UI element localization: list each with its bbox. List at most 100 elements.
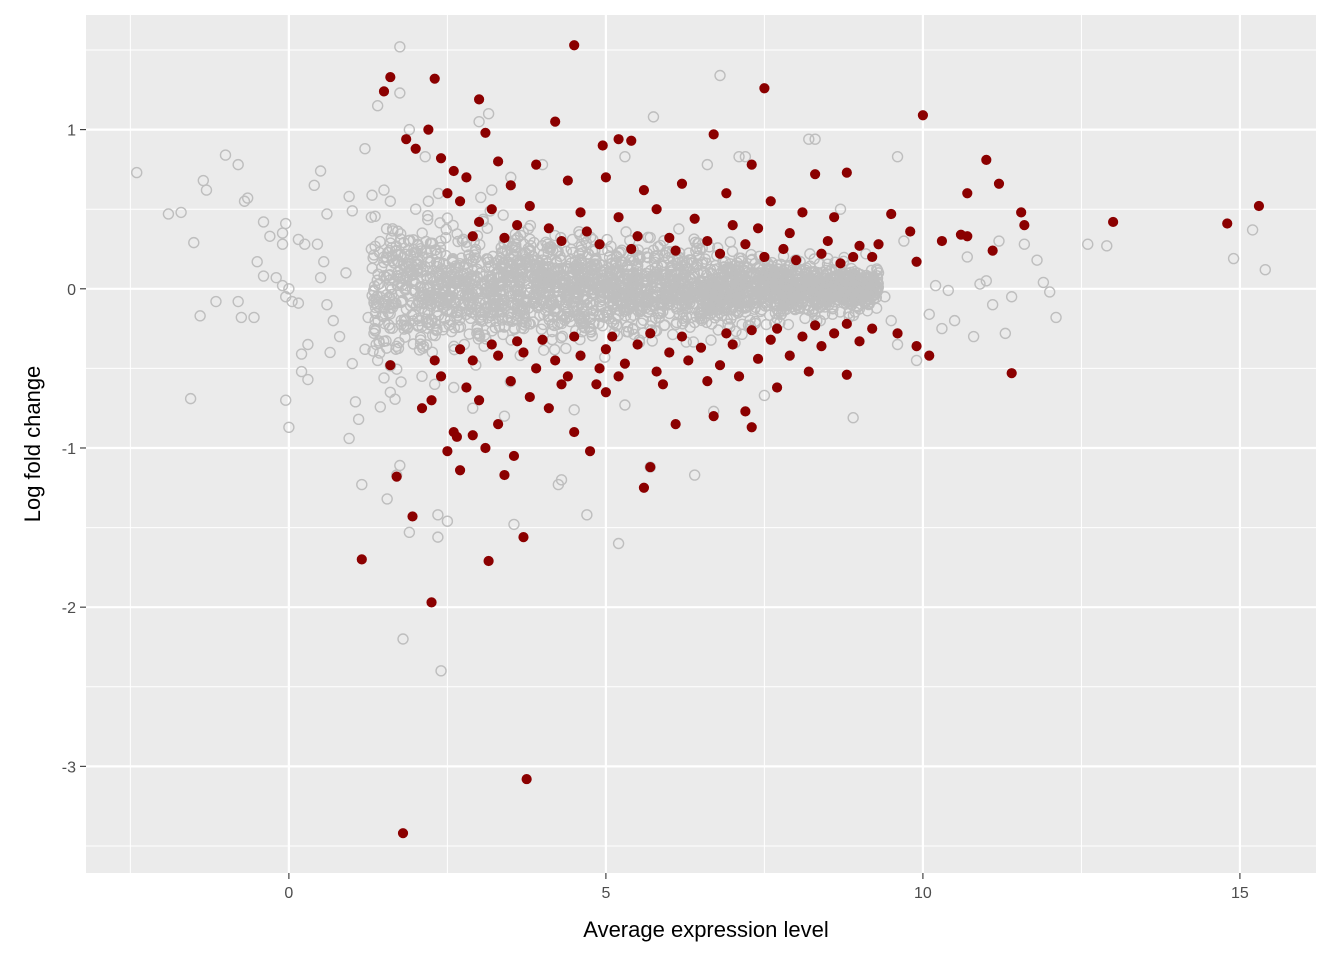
nonsignificant-point — [295, 365, 308, 378]
band-point — [820, 288, 833, 301]
band-point — [811, 299, 823, 311]
band-point — [676, 317, 689, 330]
significant-point — [886, 208, 897, 220]
x-tick-label: 15 — [1231, 885, 1249, 902]
significant-point — [461, 382, 472, 393]
band-point — [747, 293, 759, 305]
band-point — [384, 268, 396, 281]
band-point — [620, 226, 632, 238]
nonsignificant-point — [885, 314, 897, 327]
significant-point — [740, 406, 751, 417]
band-point — [463, 249, 475, 261]
nonsignificant-point — [847, 412, 859, 424]
band-point — [550, 302, 563, 314]
significant-point — [841, 369, 852, 380]
nonsignificant-point — [302, 373, 314, 386]
band-point — [488, 300, 501, 312]
nonsignificant-point — [739, 150, 752, 163]
band-point — [431, 266, 443, 279]
band-point — [771, 259, 783, 271]
nonsignificant-point — [356, 478, 368, 491]
band-point — [510, 242, 522, 254]
significant-point — [676, 331, 688, 342]
nonsignificant-point — [733, 150, 745, 163]
nonsignificant-point — [384, 386, 397, 398]
significant-point — [385, 360, 396, 371]
significant-point — [454, 465, 466, 476]
significant-point — [746, 422, 757, 433]
band-point — [401, 279, 413, 292]
y-tick-label: -1 — [62, 441, 76, 458]
significant-point — [892, 328, 903, 339]
nonsignificant-point — [441, 515, 454, 527]
band-point — [838, 297, 850, 309]
significant-point — [803, 366, 814, 377]
band-point — [789, 284, 801, 296]
significant-point — [1253, 200, 1265, 212]
band-point — [680, 311, 693, 323]
significant-point — [714, 360, 726, 371]
nonsignificant-point — [286, 295, 298, 308]
nonsignificant-point — [432, 531, 444, 543]
band-point — [615, 246, 627, 258]
significant-point — [613, 212, 624, 223]
band-point — [670, 318, 682, 331]
nonsignificant-point — [346, 205, 358, 217]
band-point — [464, 312, 477, 325]
band-point — [586, 277, 599, 289]
significant-point — [689, 213, 700, 224]
significant-point — [524, 200, 535, 212]
band-point — [564, 315, 577, 328]
significant-point — [702, 376, 713, 387]
band-point — [524, 219, 537, 232]
band-point — [543, 286, 555, 298]
band-point — [392, 248, 404, 261]
significant-point — [378, 86, 390, 97]
band-point — [463, 253, 475, 265]
significant-point — [854, 336, 865, 347]
band-point — [406, 309, 418, 321]
nonsignificant-point — [612, 537, 625, 550]
band-point — [487, 278, 499, 290]
significant-point — [473, 216, 485, 228]
significant-point — [1019, 220, 1030, 231]
nonsignificant-point — [394, 87, 406, 99]
band-point — [627, 322, 639, 335]
y-tick-label: 1 — [67, 123, 76, 140]
significant-point — [727, 339, 738, 350]
band-point — [667, 291, 679, 304]
band-point — [368, 297, 380, 309]
nonsignificant-point — [1101, 240, 1113, 252]
band-point — [471, 272, 484, 284]
band-point — [688, 267, 700, 279]
nonsignificant-point — [314, 165, 327, 177]
band-point — [560, 297, 573, 309]
significant-point — [645, 328, 656, 339]
significant-point — [657, 379, 669, 390]
band-point — [446, 256, 459, 269]
significant-point — [632, 231, 643, 242]
band-point — [444, 314, 457, 326]
nonsignificant-point — [581, 509, 593, 521]
band-point — [429, 244, 441, 256]
band-point — [621, 321, 634, 333]
significant-point — [480, 442, 491, 454]
significant-point — [505, 376, 516, 387]
band-point — [757, 271, 770, 283]
nonsignificant-point — [394, 459, 406, 472]
band-point — [465, 256, 478, 268]
significant-point — [454, 196, 466, 207]
band-point — [440, 232, 452, 244]
nonsignificant-point — [194, 310, 206, 322]
nonsignificant-point — [473, 115, 485, 128]
significant-point — [791, 255, 802, 266]
nonsignificant-point — [879, 291, 891, 303]
nonsignificant-point — [448, 381, 460, 394]
band-point — [498, 256, 510, 269]
significant-point — [473, 94, 485, 105]
nonsignificant-point — [321, 208, 333, 220]
significant-point — [740, 239, 751, 250]
significant-point — [924, 350, 935, 361]
band-point — [568, 263, 580, 275]
band-point — [402, 244, 414, 257]
